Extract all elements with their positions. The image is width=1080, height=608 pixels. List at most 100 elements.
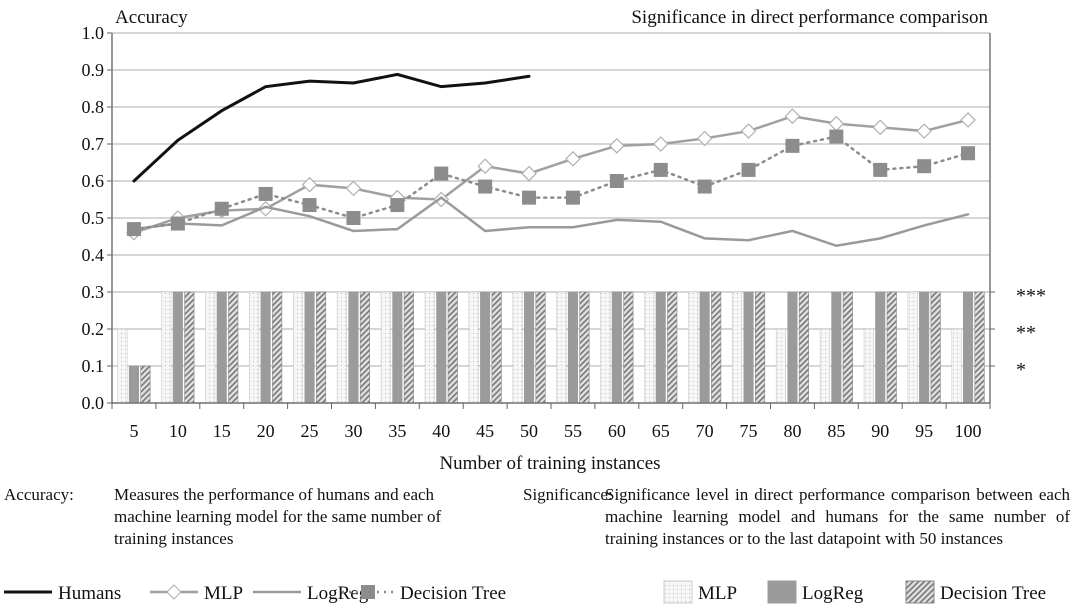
line-mlp	[132, 114, 970, 235]
significance-description: Significance: Significance level in dire…	[523, 484, 1073, 574]
bar-mlp	[951, 328, 962, 404]
y-tick-label: 0.0	[82, 393, 105, 413]
bar-decision-tree	[403, 291, 414, 404]
bar-logreg	[436, 291, 447, 404]
y-tick-label: 0.7	[82, 134, 105, 154]
x-tick-label: 90	[871, 421, 889, 441]
right-title: Significance in direct performance compa…	[631, 7, 988, 28]
line-logreg	[132, 196, 970, 248]
bar-logreg	[392, 291, 403, 404]
legend-diamond-icon	[166, 584, 182, 600]
bar-logreg	[831, 291, 842, 404]
bar-logreg	[611, 291, 622, 404]
x-tick-label: 20	[257, 421, 275, 441]
point-mlp	[960, 112, 976, 128]
bar-mlp	[907, 291, 918, 404]
bar-logreg	[128, 365, 139, 404]
bar-mlp	[292, 291, 304, 404]
bar-mlp	[688, 291, 699, 404]
point-mlp	[345, 180, 362, 197]
x-tick-label: 45	[476, 421, 494, 441]
legend-label-mlp: MLP	[204, 583, 243, 604]
bar-decision-tree	[754, 291, 766, 404]
bar-decision-tree	[667, 291, 678, 404]
point-decision-tree	[346, 211, 361, 225]
significance-tick-label: ***	[1016, 285, 1046, 307]
point-decision-tree	[829, 129, 844, 144]
x-tick-label: 30	[344, 421, 362, 441]
bar-decision-tree	[359, 291, 371, 404]
point-mlp	[740, 123, 757, 139]
bar-logreg	[480, 291, 491, 404]
y-tick-label: 0.3	[82, 282, 105, 302]
legend-bar-label-decision-tree: Decision Tree	[940, 583, 1046, 604]
bar-logreg	[216, 291, 227, 404]
x-tick-label: 35	[388, 421, 406, 441]
bar-decision-tree	[930, 291, 941, 404]
point-decision-tree	[785, 138, 800, 153]
point-decision-tree	[697, 179, 712, 194]
bar-mlp	[249, 291, 260, 404]
bar-decision-tree	[491, 291, 502, 404]
bar-mlp	[775, 328, 787, 404]
point-decision-tree	[434, 166, 449, 181]
bar-mlp	[336, 291, 348, 404]
x-tick-label: 70	[696, 421, 714, 441]
point-decision-tree	[653, 162, 668, 177]
point-decision-tree	[522, 190, 537, 205]
point-decision-tree	[390, 198, 405, 213]
bar-logreg	[655, 291, 666, 404]
point-decision-tree	[214, 201, 229, 216]
point-decision-tree	[873, 162, 888, 177]
bar-logreg	[567, 291, 579, 404]
bar-mlp	[380, 291, 391, 404]
point-decision-tree	[302, 198, 317, 213]
point-decision-tree	[609, 174, 624, 188]
legend-label-logreg: LogReg	[307, 583, 369, 604]
x-tick-label: 80	[783, 421, 801, 441]
x-tick-label: 65	[652, 421, 670, 441]
bar-mlp	[556, 291, 567, 404]
bar-mlp	[863, 328, 874, 404]
point-decision-tree	[741, 162, 756, 177]
y-tick-label: 0.8	[82, 97, 105, 117]
x-tick-label: 5	[129, 421, 138, 441]
accuracy-desc-label: Accuracy:	[4, 485, 74, 504]
bar-decision-tree	[623, 291, 634, 404]
point-mlp	[872, 119, 889, 136]
legend-swatch-decision-tree	[905, 580, 935, 604]
bar-logreg	[699, 291, 710, 404]
x-tick-label: 75	[740, 421, 758, 441]
bar-logreg	[304, 291, 315, 404]
x-tick-label: 95	[915, 421, 933, 441]
bar-decision-tree	[974, 291, 985, 404]
bar-decision-tree	[140, 365, 151, 404]
y-tick-label: 0.4	[82, 245, 105, 265]
bar-logreg	[523, 291, 535, 404]
point-decision-tree	[170, 216, 185, 231]
point-decision-tree	[258, 186, 273, 201]
legend-bar-label-logreg: LogReg	[802, 583, 864, 604]
bar-logreg	[260, 291, 271, 404]
point-mlp	[565, 150, 581, 167]
bar-decision-tree	[272, 291, 283, 404]
x-tick-label: 10	[169, 421, 187, 441]
bar-decision-tree	[711, 291, 722, 404]
significance-tick-label: **	[1016, 322, 1036, 344]
bar-decision-tree	[886, 291, 897, 404]
point-mlp	[257, 200, 274, 217]
point-mlp	[916, 123, 932, 139]
point-mlp	[301, 176, 318, 193]
y-tick-label: 0.5	[82, 208, 105, 228]
significance-desc-label: Significance:	[523, 485, 613, 504]
line-decision-tree	[132, 135, 970, 231]
bar-decision-tree	[535, 291, 546, 404]
line-humans	[132, 72, 531, 183]
bar-mlp	[468, 291, 479, 404]
point-decision-tree	[961, 146, 976, 161]
bar-logreg	[172, 291, 183, 404]
bar-logreg	[919, 291, 930, 404]
point-decision-tree	[565, 190, 580, 205]
significance-tick-label: *	[1016, 359, 1026, 381]
